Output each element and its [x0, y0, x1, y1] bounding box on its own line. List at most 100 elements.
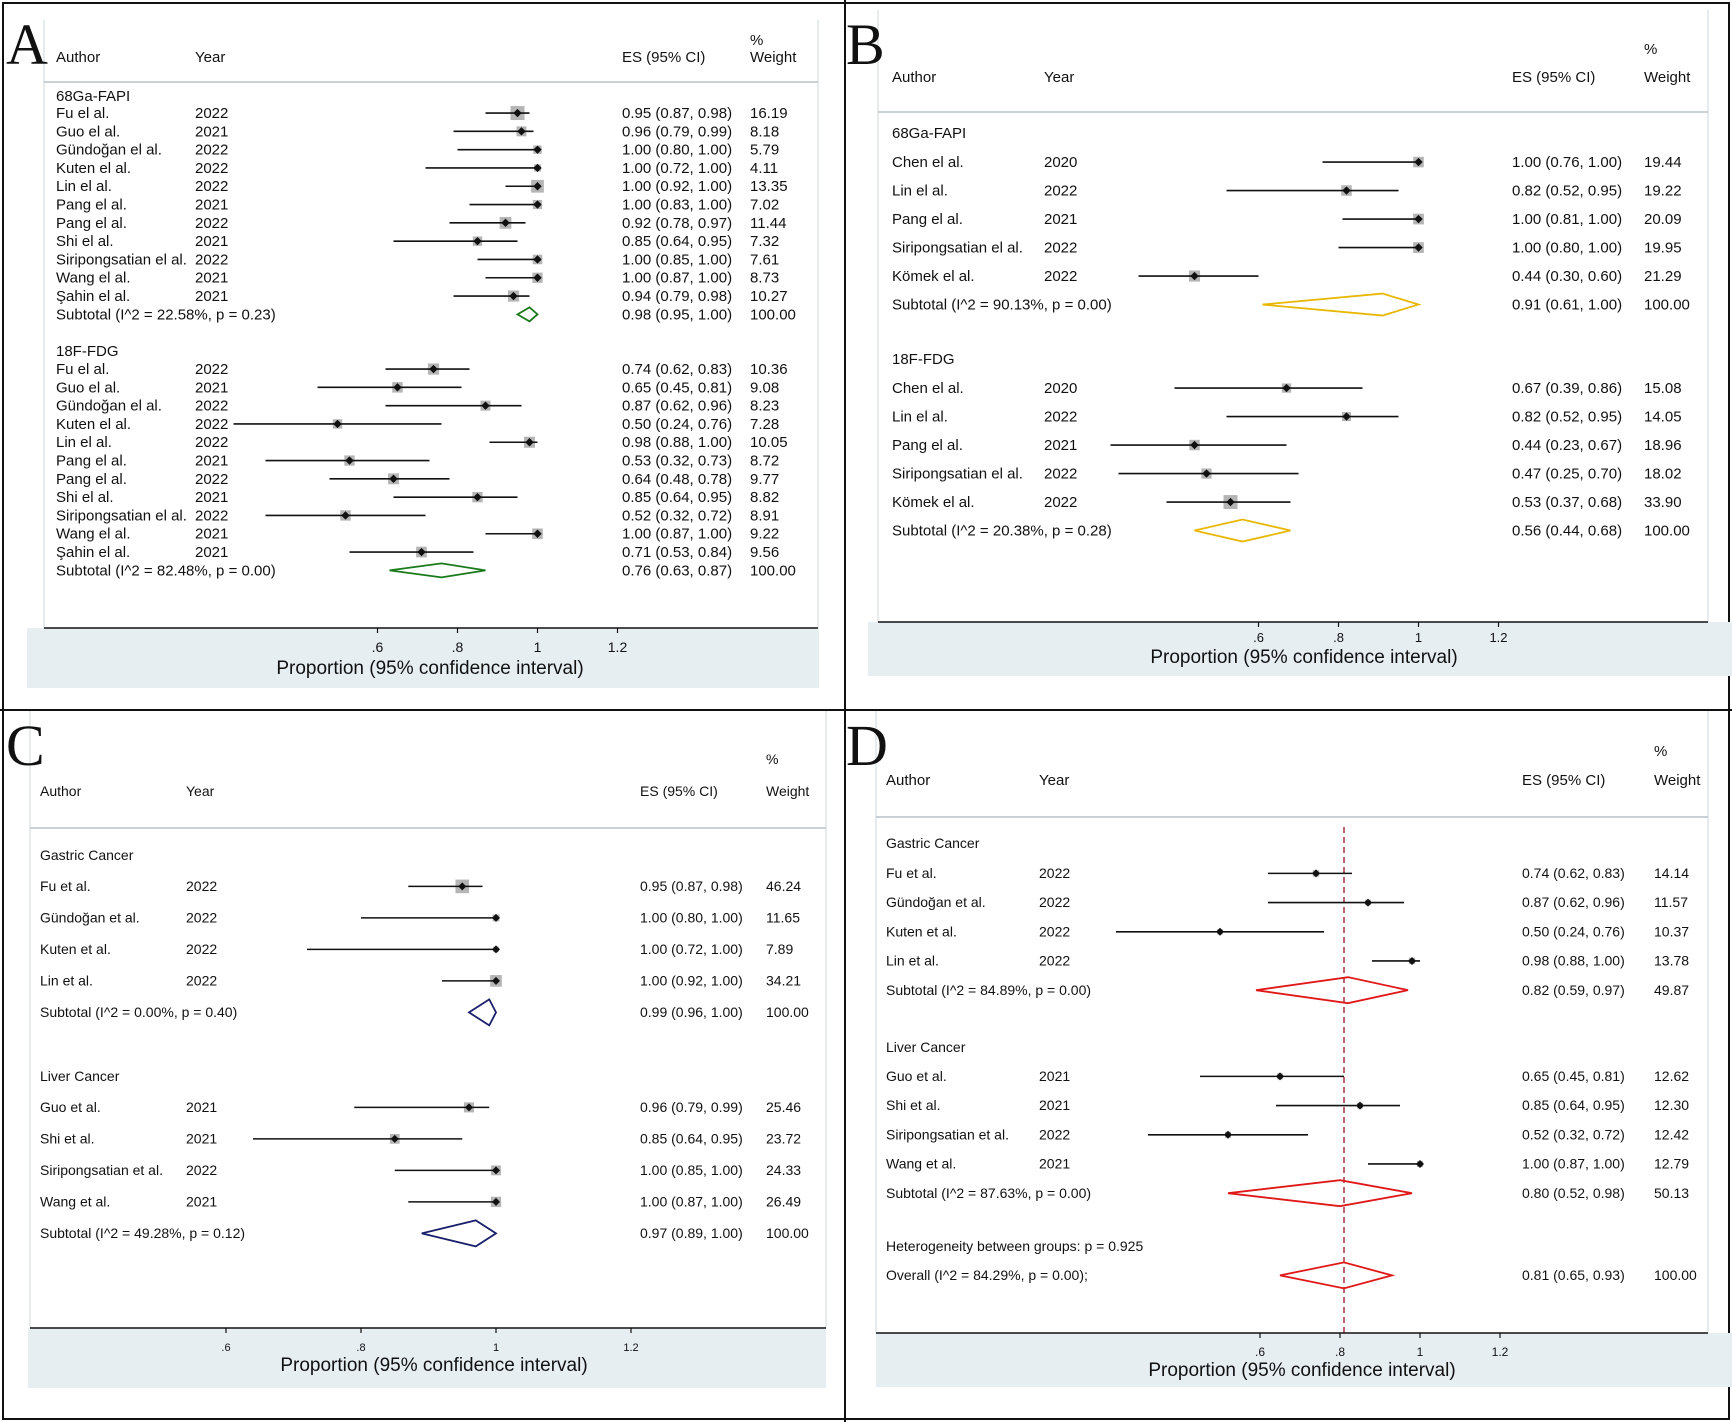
axis-background	[27, 628, 819, 688]
group-title: 18F-FDG	[56, 343, 119, 360]
study-weight: 8.18	[750, 123, 779, 140]
study-es: 1.00 (0.92, 1.00)	[640, 973, 743, 989]
study-es: 0.98 (0.88, 1.00)	[622, 434, 732, 451]
study-weight: 7.61	[750, 251, 779, 268]
study-year: 2021	[195, 270, 228, 287]
study-es: 1.00 (0.81, 1.00)	[1512, 211, 1622, 228]
study-es: 0.71 (0.53, 0.84)	[622, 544, 732, 561]
heterogeneity-text: Heterogeneity between groups: p = 0.925	[886, 1238, 1143, 1254]
study-es: 0.74 (0.62, 0.83)	[622, 361, 732, 378]
study-year: 2021	[195, 544, 228, 561]
study-year: 2022	[195, 105, 228, 122]
group-title: 68Ga-FAPI	[56, 88, 130, 105]
study-es: 0.95 (0.87, 0.98)	[640, 878, 743, 894]
study-year: 2020	[1044, 380, 1077, 397]
study-weight: 7.28	[750, 416, 779, 433]
study-weight: 19.95	[1644, 240, 1682, 257]
study-point-estimate	[1416, 1159, 1424, 1168]
study-author: Shi el al.	[56, 489, 114, 506]
study-es: 1.00 (0.87, 1.00)	[1522, 1156, 1625, 1172]
subtotal-es: 0.97 (0.89, 1.00)	[640, 1225, 743, 1241]
study-weight: 8.73	[750, 270, 779, 287]
subtotal-weight: 100.00	[1644, 523, 1690, 540]
study-weight: 10.37	[1654, 923, 1689, 939]
study-point-estimate	[465, 1103, 473, 1112]
header-year: Year	[195, 49, 225, 66]
subtotal-diamond	[1227, 1179, 1413, 1208]
study-es: 0.50 (0.24, 0.76)	[1522, 923, 1625, 939]
study-year: 2022	[195, 471, 228, 488]
study-es: 1.00 (0.72, 1.00)	[640, 941, 743, 957]
study-es: 1.00 (0.72, 1.00)	[622, 160, 732, 177]
panel-label-c: C	[6, 713, 45, 778]
subtotal-es: 0.80 (0.52, 0.98)	[1522, 1185, 1625, 1201]
header-author: Author	[40, 783, 82, 799]
study-es: 0.94 (0.79, 0.98)	[622, 288, 732, 305]
study-es: 0.67 (0.39, 0.86)	[1512, 380, 1622, 397]
study-year: 2022	[186, 878, 217, 894]
forest-plot-c: Author Year ES (95% CI)% Weight Gastric Canc…	[28, 711, 827, 1388]
study-year: 2022	[186, 910, 217, 926]
study-year: 2022	[1044, 268, 1077, 285]
forest-plot-panel-d: Author Year ES (95% CI)% Weight Gastric Canc…	[846, 711, 1732, 1422]
header-es: ES (95% CI)	[1512, 69, 1595, 86]
study-weight: 12.62	[1654, 1068, 1689, 1084]
study-point-estimate	[513, 108, 522, 118]
study-year: 2022	[195, 251, 228, 268]
subtotal-weight: 100.00	[750, 562, 796, 579]
study-year: 2021	[195, 489, 228, 506]
study-point-estimate	[1312, 869, 1320, 878]
study-es: 0.96 (0.79, 0.99)	[640, 1099, 743, 1115]
study-year: 2022	[195, 507, 228, 524]
study-author: Guo et al.	[886, 1068, 947, 1084]
study-year: 2021	[186, 1131, 217, 1147]
study-author: Guo el al.	[56, 379, 120, 396]
study-point-estimate	[1414, 243, 1423, 252]
study-es: 0.50 (0.24, 0.76)	[622, 416, 732, 433]
study-author: Siripongsatian el al.	[892, 466, 1023, 483]
study-weight: 14.14	[1654, 865, 1689, 881]
study-es: 0.82 (0.52, 0.95)	[1512, 409, 1622, 426]
study-point-estimate	[473, 492, 482, 502]
subtotal-weight: 49.87	[1654, 982, 1689, 998]
study-author: Kuten el al.	[56, 160, 131, 177]
group-title: Gastric Cancer	[886, 835, 980, 851]
study-author: Kömek el al.	[892, 494, 975, 511]
study-point-estimate	[533, 200, 542, 209]
x-tick-label: .8	[1335, 1345, 1345, 1359]
study-point-estimate	[458, 882, 467, 891]
subtotal-label: Subtotal (I^2 = 0.00%, p = 0.40)	[40, 1004, 237, 1020]
header-es: ES (95% CI)	[622, 49, 705, 66]
study-es: 0.95 (0.87, 0.98)	[622, 105, 732, 122]
x-tick-label: .8	[356, 1342, 365, 1354]
study-year: 2022	[195, 434, 228, 451]
forest-plot-d: Author Year ES (95% CI)% Weight Gastric Canc…	[875, 711, 1732, 1387]
study-weight: 18.02	[1644, 466, 1682, 483]
subtotal-weight: 100.00	[750, 306, 796, 323]
study-year: 2022	[195, 178, 228, 195]
study-es: 0.85 (0.64, 0.95)	[640, 1131, 743, 1147]
study-year: 2022	[186, 941, 217, 957]
study-point-estimate	[1342, 412, 1351, 421]
study-weight: 9.56	[750, 544, 779, 561]
study-weight: 9.77	[750, 471, 779, 488]
panel-divider-horizontal	[0, 709, 1732, 711]
subtotal-diamond	[1255, 976, 1409, 1005]
study-author: Wang el al.	[56, 270, 130, 287]
study-author: Siripongsatian et al.	[40, 1162, 163, 1178]
study-point-estimate	[393, 383, 402, 392]
study-weight: 14.05	[1644, 409, 1682, 426]
study-es: 0.44 (0.30, 0.60)	[1512, 268, 1622, 285]
study-year: 2022	[1044, 409, 1077, 426]
subtotal-es: 0.98 (0.95, 1.00)	[622, 306, 732, 323]
study-author: Wang el al.	[56, 526, 130, 543]
axis-background	[28, 1328, 826, 1388]
group-title: 18F-FDG	[892, 351, 955, 368]
subtotal-diamond	[467, 998, 498, 1027]
study-year: 2022	[195, 361, 228, 378]
study-weight: 12.79	[1654, 1156, 1689, 1172]
x-axis-label: Proportion (95% confidence interval)	[280, 1355, 587, 1376]
x-tick-label: .6	[372, 639, 384, 655]
study-weight: 19.44	[1644, 154, 1682, 171]
forest-plot-panel-a: Author Year ES (95% CI)% Weight 68Ga-FAPI Fu …	[0, 0, 844, 709]
